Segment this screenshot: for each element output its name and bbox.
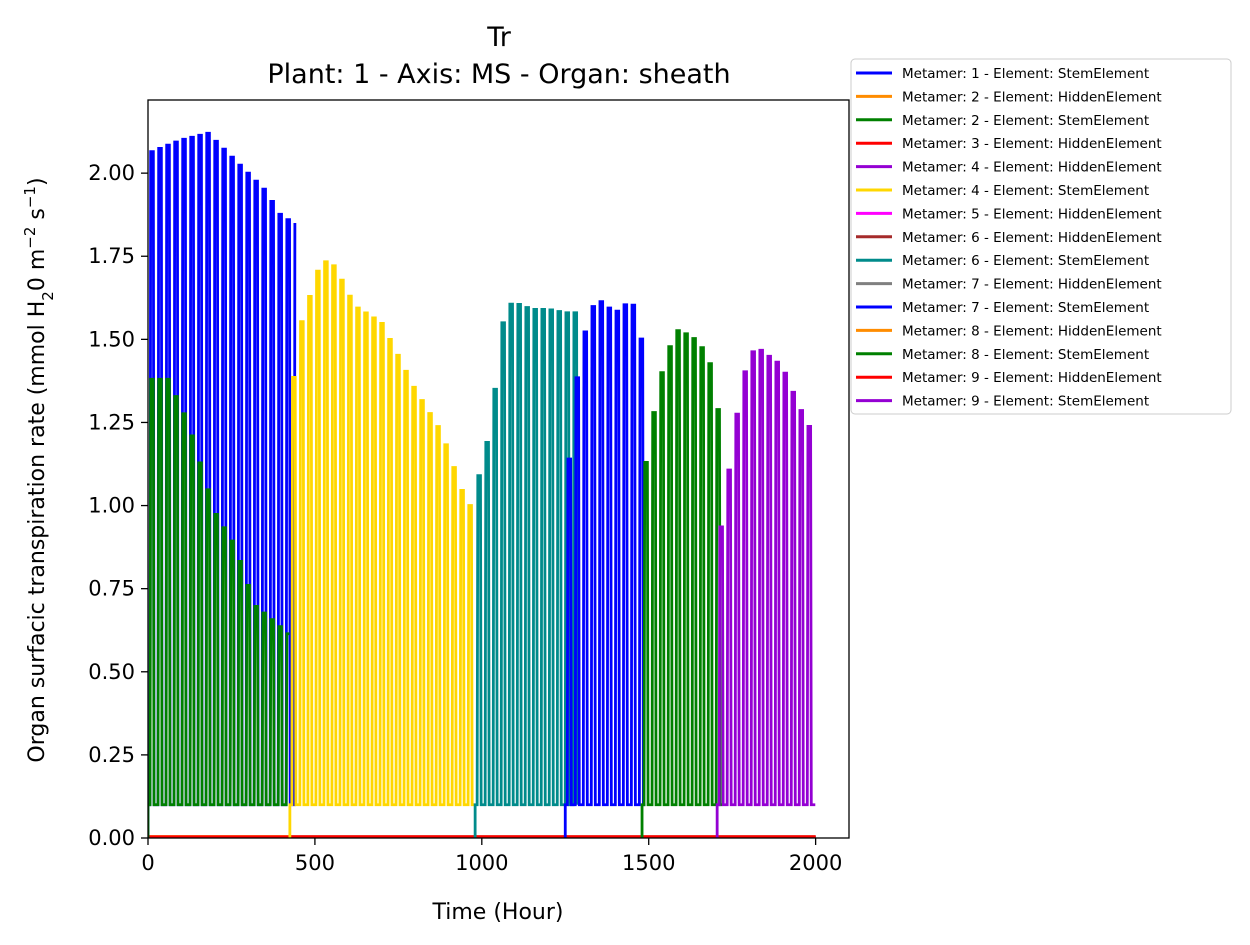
legend-label: Metamer: 8 - Element: HiddenElement — [902, 323, 1162, 339]
y-tick-label: 0.75 — [88, 577, 135, 601]
legend-label: Metamer: 8 - Element: StemElement — [902, 347, 1149, 363]
legend-item: Metamer: 5 - Element: HiddenElement — [856, 206, 1162, 222]
series-line — [148, 377, 290, 838]
y-tick-label: 0.00 — [88, 826, 135, 850]
series-line — [640, 329, 723, 838]
plot-frame — [147, 99, 850, 839]
chart-subtitle: Plant: 1 - Axis: MS - Organ: sheath — [267, 59, 730, 90]
legend-label: Metamer: 9 - Element: HiddenElement — [902, 370, 1162, 386]
legend-label: Metamer: 1 - Element: StemElement — [902, 66, 1149, 82]
series-line — [715, 348, 816, 838]
series-layer — [148, 131, 816, 838]
legend-label: Metamer: 7 - Element: HiddenElement — [902, 277, 1162, 293]
legend-label: Metamer: 4 - Element: HiddenElement — [902, 160, 1162, 176]
legend-item: Metamer: 6 - Element: HiddenElement — [856, 230, 1162, 246]
legend-label: Metamer: 7 - Element: StemElement — [902, 300, 1149, 316]
legend-item: Metamer: 1 - Element: StemElement — [856, 66, 1149, 82]
legend-frame — [850, 58, 1232, 415]
y-tick-label: 1.25 — [88, 410, 135, 434]
legend-label: Metamer: 2 - Element: HiddenElement — [902, 89, 1162, 105]
legend: Metamer: 1 - Element: StemElement Metamer… — [850, 58, 1232, 415]
x-tick-label: 2000 — [789, 851, 842, 875]
legend-item: Metamer: 6 - Element: StemElement — [856, 253, 1149, 269]
legend-item: Metamer: 7 - Element: StemElement — [856, 300, 1149, 316]
x-axis-label: Time (Hour) — [432, 900, 564, 925]
legend-label: Metamer: 9 - Element: StemElement — [902, 394, 1149, 410]
x-tick-label: 0 — [141, 851, 154, 875]
legend-item: Metamer: 8 - Element: HiddenElement — [856, 323, 1162, 339]
legend-label: Metamer: 6 - Element: HiddenElement — [902, 230, 1162, 246]
x-tick-label: 500 — [295, 851, 335, 875]
legend-item: Metamer: 2 - Element: HiddenElement — [856, 89, 1162, 105]
series-line — [563, 300, 646, 838]
legend-label: Metamer: 5 - Element: HiddenElement — [902, 206, 1162, 222]
legend-item: Metamer: 2 - Element: StemElement — [856, 113, 1149, 129]
legend-label: Metamer: 3 - Element: HiddenElement — [902, 136, 1162, 152]
series-line — [288, 260, 475, 838]
series-line — [473, 302, 579, 838]
x-tick-label: 1500 — [622, 851, 675, 875]
x-tick-label: 1000 — [455, 851, 508, 875]
y-tick-label: 1.00 — [88, 494, 135, 518]
legend-item: Metamer: 7 - Element: HiddenElement — [856, 277, 1162, 293]
y-axis-label: Organ surfacic transpiration rate (mmol … — [21, 177, 57, 762]
y-tick-label: 1.75 — [88, 244, 135, 268]
legend-label: Metamer: 2 - Element: StemElement — [902, 113, 1149, 129]
legend-item: Metamer: 8 - Element: StemElement — [856, 347, 1149, 363]
legend-item: Metamer: 3 - Element: HiddenElement — [856, 136, 1162, 152]
y-tick-label: 0.25 — [88, 743, 135, 767]
x-axis: 0 500 1000 1500 2000 — [141, 838, 842, 875]
y-tick-label: 2.00 — [88, 161, 135, 185]
legend-item: Metamer: 4 - Element: StemElement — [856, 183, 1149, 199]
y-tick-label: 1.50 — [88, 327, 135, 351]
legend-label: Metamer: 6 - Element: StemElement — [902, 253, 1149, 269]
legend-label: Metamer: 4 - Element: StemElement — [902, 183, 1149, 199]
legend-item: Metamer: 9 - Element: StemElement — [856, 394, 1149, 410]
chart-title: Tr — [486, 22, 512, 53]
plot-area — [147, 99, 850, 839]
y-tick-label: 0.50 — [88, 660, 135, 684]
legend-item: Metamer: 9 - Element: HiddenElement — [856, 370, 1162, 386]
legend-item: Metamer: 4 - Element: HiddenElement — [856, 160, 1162, 176]
y-axis: 0.00 0.25 0.50 0.75 1.00 1.25 1.50 1.75 2.00 — [88, 161, 148, 850]
